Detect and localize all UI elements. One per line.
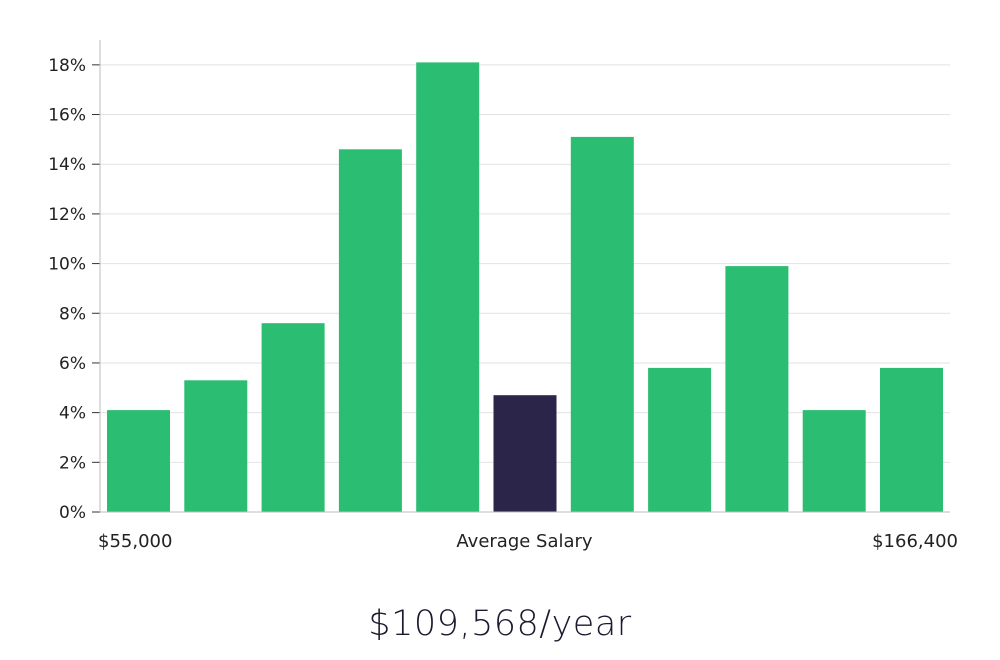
y-tick-label: 6% xyxy=(59,354,86,374)
bar xyxy=(338,149,402,513)
y-tick-label: 4% xyxy=(59,404,86,424)
y-tick-label: 16% xyxy=(48,106,86,126)
y-tick-label: 18% xyxy=(48,56,86,76)
salary-distribution-chart: 0% 2% 4% 6% 8% 10% 12% 14% 16% 18% $55,000 Averag… xyxy=(48,40,958,552)
bar xyxy=(261,323,325,512)
bar xyxy=(648,367,712,512)
y-tick-label: 14% xyxy=(48,155,86,175)
bar xyxy=(880,367,943,512)
bar xyxy=(107,410,170,512)
bars xyxy=(107,62,943,513)
bar xyxy=(570,136,634,512)
y-tick-label: 0% xyxy=(59,503,86,523)
x-axis-max-label: $166,400 xyxy=(872,531,958,552)
bar xyxy=(802,410,866,512)
y-tick-label: 12% xyxy=(48,205,86,225)
y-tick-label: 2% xyxy=(59,453,86,473)
y-tick-label: 10% xyxy=(48,255,86,275)
bar-average-salary xyxy=(493,395,557,512)
y-tick-label: 8% xyxy=(59,304,86,324)
bar xyxy=(725,266,789,512)
average-salary-value: $109,568/year xyxy=(368,604,632,644)
bar xyxy=(416,62,480,513)
y-axis-ticks: 0% 2% 4% 6% 8% 10% 12% 14% 16% 18% xyxy=(48,56,100,523)
bar xyxy=(184,380,248,512)
x-axis-center-label: Average Salary xyxy=(456,531,593,552)
x-axis-min-label: $55,000 xyxy=(98,531,172,552)
